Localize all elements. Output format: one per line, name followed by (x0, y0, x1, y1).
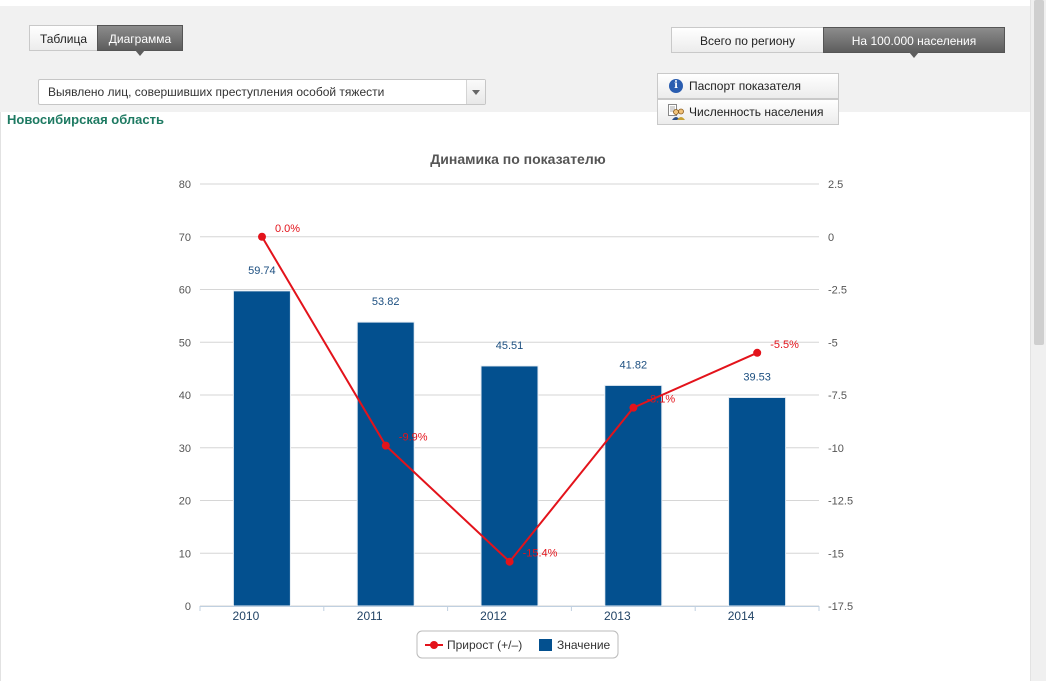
tab-table[interactable]: Таблица (29, 25, 98, 51)
y-left-tick-label: 10 (179, 548, 191, 560)
growth-point (505, 557, 514, 566)
y-right-tick-label: -15 (828, 548, 844, 560)
tab-chart[interactable]: Диаграмма (97, 25, 183, 56)
population-button-label: Численность населения (689, 105, 824, 119)
legend-label-value: Значение (557, 638, 611, 652)
bar-value-label: 59.74 (248, 265, 276, 277)
growth-value-label: -15.4% (523, 548, 558, 560)
y-right-tick-label: -5 (828, 337, 838, 349)
y-right-tick-label: -10 (828, 443, 844, 455)
bar-layer: 59.74 53.82 45.51 41.82 39.53 (232, 265, 787, 607)
axis-layer: 0 10 20 30 40 50 60 70 80 -17.5 -15 -12.5 -10 -7.5 -5 -… (179, 179, 853, 623)
line-layer: 0.0% -9.9% -15.4% -8.1% -5.5% (258, 223, 799, 566)
chart-legend[interactable]: Прирост (+/–) Значение (416, 630, 619, 659)
mode-per100k-label: На 100.000 населения (851, 34, 977, 48)
legend-item-value[interactable]: Значение (539, 638, 611, 652)
growth-point (258, 232, 266, 241)
growth-value-label: -5.5% (770, 339, 799, 351)
indicator-select[interactable]: Выявлено лиц, совершивших преступления о… (38, 79, 486, 105)
chevron-down-icon (472, 90, 480, 95)
active-notch (909, 52, 919, 58)
y-right-tick-label: 0 (828, 232, 834, 244)
passport-button-label: Паспорт показателя (689, 79, 801, 93)
tab-chart-label: Диаграмма (108, 32, 172, 46)
y-left-tick-label: 40 (179, 390, 191, 402)
y-right-tick-label: -2.5 (828, 285, 847, 297)
y-left-tick-label: 50 (179, 337, 191, 349)
dropdown-toggle[interactable] (466, 80, 485, 104)
y-left-tick-label: 60 (179, 285, 191, 297)
passport-button[interactable]: i Паспорт показателя (657, 73, 839, 99)
region-title: Новосибирская область (7, 112, 164, 127)
growth-value-label: -9.9% (399, 432, 428, 444)
bar-value-label: 39.53 (743, 371, 771, 383)
bar-value-label: 45.51 (496, 340, 524, 352)
scrollbar-thumb[interactable] (1034, 0, 1044, 345)
growth-point (381, 441, 390, 450)
x-tick-label: 2014 (728, 609, 755, 623)
growth-value-label: 0.0% (275, 223, 300, 235)
bar (232, 290, 291, 607)
growth-value-label: -8.1% (646, 394, 675, 406)
legend-label-growth: Прирост (+/–) (447, 638, 522, 652)
mode-per100k-button[interactable]: На 100.000 населения (823, 27, 1005, 58)
chart-title: Динамика по показателю (430, 151, 605, 167)
legend-item-growth[interactable]: Прирост (+/–) (425, 638, 522, 652)
y-left-tick-label: 0 (185, 601, 191, 613)
info-icon: i (669, 79, 683, 93)
y-right-tick-label: 2.5 (828, 179, 843, 191)
bar-value-label: 53.82 (372, 296, 400, 308)
content-border (0, 112, 1, 681)
x-tick-label: 2012 (480, 609, 507, 623)
mode-total-button[interactable]: Всего по региону (671, 27, 824, 53)
y-right-tick-label: -17.5 (828, 601, 853, 613)
y-left-tick-label: 70 (179, 232, 191, 244)
bar-value-label: 41.82 (620, 359, 648, 371)
x-tick-label: 2010 (233, 609, 260, 623)
bar (480, 365, 539, 607)
bar (604, 384, 663, 607)
active-notch (135, 50, 145, 56)
y-left-tick-label: 30 (179, 443, 191, 455)
people-icon (668, 104, 685, 120)
x-tick-label: 2013 (604, 609, 631, 623)
growth-point (629, 403, 638, 412)
legend-dot-marker (430, 641, 438, 649)
y-right-tick-label: -7.5 (828, 390, 847, 402)
growth-point (753, 348, 762, 357)
y-left-tick-label: 20 (179, 496, 191, 508)
legend-bar-marker (539, 639, 552, 651)
y-right-tick-label: -12.5 (828, 496, 853, 508)
population-button[interactable]: Численность населения (657, 99, 839, 125)
x-tick-label: 2011 (357, 609, 383, 623)
bar (728, 396, 787, 607)
legend-box (416, 630, 619, 659)
indicator-select-value: Выявлено лиц, совершивших преступления о… (48, 85, 385, 99)
y-left-tick-label: 80 (179, 179, 191, 191)
